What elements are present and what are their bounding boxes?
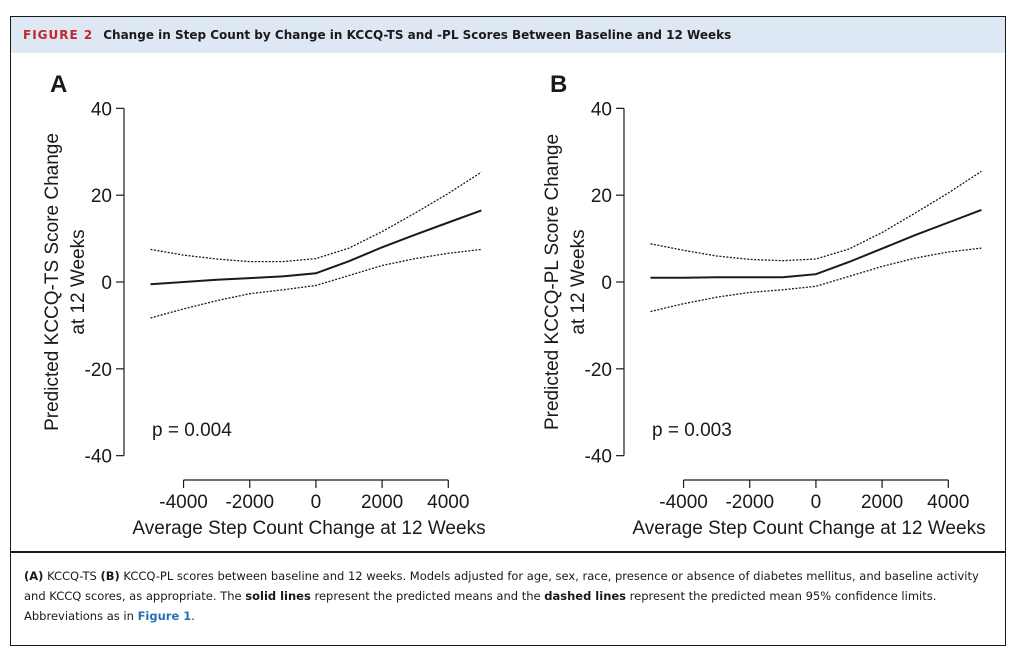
upper-confidence-line [650,170,982,262]
caption-tail-text: represent the predicted mean 95% confide… [24,589,937,623]
chart-panel-b: B 40 20 0 -20 -40 -4000 -2000 0 2000 4000 Average S… [542,71,986,539]
upper-confidence-line [150,171,482,263]
x-axis-label: Average Step Count Change at 12 Weeks [632,518,985,539]
panel-label: B [550,71,567,98]
p-value-annotation: p = 0.003 [652,420,732,441]
caption-dashed-lines: dashed lines [544,589,627,603]
y-axis-label: at 12 Weeks [68,229,89,334]
y-tick-label: 40 [91,99,112,120]
caption-b-label: (B) [100,569,120,583]
x-tick-label: -4000 [159,492,208,513]
x-tick-label: 4000 [427,492,469,513]
figure-caption: (A) KCCQ-TS (B) KCCQ-PL scores between b… [24,566,984,626]
y-tick-label: 0 [101,273,112,294]
y-axis-label: Predicted KCCQ-PL Score Change [542,134,563,430]
caption-divider [11,551,1005,553]
predicted-mean-line [650,208,982,279]
x-tick-label: 2000 [861,492,903,513]
caption-a-label: (A) [24,569,44,583]
x-tick-label: -2000 [225,492,274,513]
caption-mid-text: represent the predicted means and the [310,589,545,603]
panel-label: A [50,71,67,98]
p-value-annotation: p = 0.004 [152,420,232,441]
predicted-mean-line [150,209,482,286]
y-tick-label: 20 [91,186,112,207]
caption-solid-lines: solid lines [245,589,311,603]
figure-title: Change in Step Count by Change in KCCQ-T… [103,28,732,42]
y-tick-label: -40 [585,447,612,468]
figure-frame [10,16,1006,646]
caption-a-text: KCCQ-TS [43,569,101,583]
y-tick-label: 0 [601,273,612,294]
y-axis-label: Predicted KCCQ-TS Score Change [42,133,63,431]
lower-confidence-line [650,247,982,313]
chart-panel-a: A 40 20 0 -20 -40 -4000 -2000 0 2000 4000 Average S… [42,71,486,539]
figure-label: FIGURE 2 [23,28,94,42]
figure-header: FIGURE 2 Change in Step Count by Change … [11,17,1005,53]
caption-b-text: KCCQ-PL scores between baseline and 12 w… [24,569,979,603]
x-tick-label: 0 [811,492,822,513]
y-axis-label: at 12 Weeks [568,229,589,334]
x-tick-label: -4000 [659,492,708,513]
x-tick-label: 2000 [361,492,403,513]
y-tick-label: -20 [85,360,112,381]
y-tick-label: 40 [591,99,612,120]
lower-confidence-line [150,248,482,319]
x-axis-label: Average Step Count Change at 12 Weeks [132,518,485,539]
figure-1-link[interactable]: Figure 1 [137,609,192,623]
caption-end: . [191,609,195,623]
y-tick-label: -20 [585,360,612,381]
y-tick-label: 20 [591,186,612,207]
y-tick-label: -40 [85,447,112,468]
x-tick-label: 4000 [927,492,969,513]
x-tick-label: -2000 [725,492,774,513]
x-tick-label: 0 [311,492,322,513]
